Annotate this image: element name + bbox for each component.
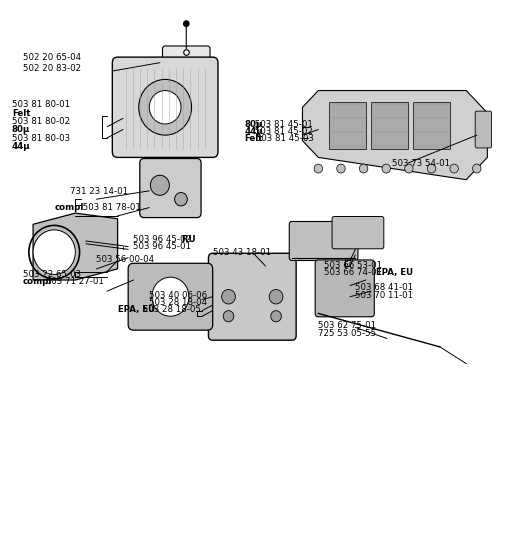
- FancyBboxPatch shape: [209, 253, 296, 340]
- Circle shape: [33, 230, 75, 274]
- Text: 503 40 06-06: 503 40 06-06: [149, 291, 208, 300]
- Text: 503 56 00-04: 503 56 00-04: [97, 255, 155, 264]
- Text: 503 70 11-01: 503 70 11-01: [355, 291, 414, 300]
- Text: 503 81 80-01: 503 81 80-01: [12, 100, 70, 109]
- Text: 503 96 45-02: 503 96 45-02: [133, 235, 192, 244]
- Text: EPA, EU: EPA, EU: [117, 305, 155, 314]
- FancyBboxPatch shape: [315, 260, 374, 317]
- Text: EPA, EU: EPA, EU: [373, 268, 413, 277]
- Circle shape: [337, 164, 345, 173]
- FancyBboxPatch shape: [332, 217, 384, 249]
- Circle shape: [221, 290, 235, 304]
- Text: Felt: Felt: [244, 134, 263, 143]
- Text: compl: compl: [54, 203, 83, 212]
- Text: compl: compl: [22, 277, 52, 287]
- Circle shape: [473, 164, 481, 173]
- Text: 503 68 41-01: 503 68 41-01: [355, 283, 414, 292]
- FancyBboxPatch shape: [128, 263, 213, 330]
- Text: 503 66 74-01: 503 66 74-01: [323, 268, 382, 277]
- Text: 503 81 45-03: 503 81 45-03: [253, 134, 314, 143]
- Text: 80μ: 80μ: [12, 125, 30, 134]
- Circle shape: [382, 164, 390, 173]
- Circle shape: [152, 277, 189, 316]
- FancyBboxPatch shape: [140, 158, 201, 218]
- Circle shape: [223, 311, 234, 322]
- FancyBboxPatch shape: [414, 102, 450, 149]
- Text: 503 66 53-01: 503 66 53-01: [323, 261, 382, 270]
- Polygon shape: [33, 213, 117, 280]
- FancyBboxPatch shape: [371, 102, 408, 149]
- Text: 503 73 54-01: 503 73 54-01: [392, 159, 450, 168]
- Text: 80μ: 80μ: [244, 120, 263, 129]
- FancyBboxPatch shape: [289, 222, 358, 260]
- FancyBboxPatch shape: [475, 111, 492, 148]
- Text: 503 81 80-02: 503 81 80-02: [12, 117, 70, 126]
- Text: 503 81 78-01: 503 81 78-01: [80, 203, 140, 212]
- Text: RU: RU: [179, 235, 196, 244]
- Circle shape: [427, 164, 436, 173]
- Text: 503 81 45-02: 503 81 45-02: [252, 127, 313, 136]
- Circle shape: [314, 164, 322, 173]
- Text: 503 43 18-01: 503 43 18-01: [213, 248, 271, 257]
- Circle shape: [139, 80, 192, 135]
- Text: Felt: Felt: [12, 109, 30, 118]
- FancyBboxPatch shape: [113, 57, 218, 157]
- Text: 503 22 65-03: 503 22 65-03: [22, 270, 81, 279]
- Text: 503 71 27-01: 503 71 27-01: [42, 277, 104, 287]
- Text: 502 20 83-02: 502 20 83-02: [22, 64, 81, 73]
- Circle shape: [150, 175, 169, 195]
- Text: 502 20 65-04: 502 20 65-04: [22, 53, 81, 62]
- Text: 503 28 18-05: 503 28 18-05: [140, 305, 201, 314]
- Circle shape: [149, 91, 181, 124]
- Text: 503 81 80-03: 503 81 80-03: [12, 134, 70, 143]
- FancyBboxPatch shape: [329, 102, 366, 149]
- Circle shape: [359, 164, 368, 173]
- Text: 44μ: 44μ: [244, 127, 263, 136]
- Text: 503 28 18-04: 503 28 18-04: [149, 298, 208, 307]
- Circle shape: [271, 311, 281, 322]
- Circle shape: [405, 164, 413, 173]
- Text: 44μ: 44μ: [12, 142, 31, 151]
- Polygon shape: [303, 91, 487, 180]
- Circle shape: [269, 290, 283, 304]
- Text: 731 23 14-01: 731 23 14-01: [70, 186, 128, 195]
- Text: 503 62 75-01: 503 62 75-01: [318, 321, 376, 330]
- Text: 503 81 45-01: 503 81 45-01: [252, 120, 313, 129]
- Text: 725 53 05-55: 725 53 05-55: [318, 329, 376, 338]
- Circle shape: [175, 193, 187, 206]
- Circle shape: [184, 21, 189, 26]
- Text: 503 96 45-01: 503 96 45-01: [133, 242, 192, 251]
- FancyBboxPatch shape: [162, 46, 210, 66]
- Circle shape: [450, 164, 458, 173]
